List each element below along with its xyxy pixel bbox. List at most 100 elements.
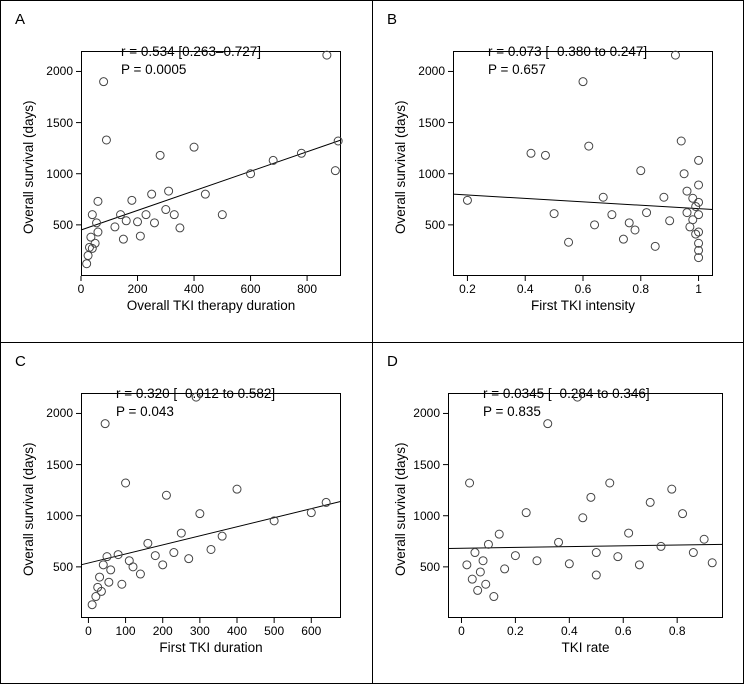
x-tick-label: 200 [123,282,153,296]
y-tick-label: 1500 [1,458,73,472]
x-tick-label: 0.2 [500,624,530,638]
x-tick-label: 800 [292,282,322,296]
data-point [468,575,476,583]
y-axis-label: Overall survival (days) [21,442,36,576]
data-point [579,514,587,522]
x-tick-label: 1 [684,282,714,296]
x-axis-label: First TKI duration [81,640,341,655]
scatter-figure: Ar = 0.534 [0.263–0.727]P = 0.0005020040… [0,0,744,684]
x-tick-label: 600 [296,624,326,638]
data-point [591,221,599,229]
data-point [201,190,209,198]
data-point [218,211,226,219]
data-point [162,206,170,214]
data-point [637,167,645,175]
y-tick-label: 2000 [373,64,445,78]
data-point [511,552,519,560]
data-point [185,555,193,563]
data-point [218,532,226,540]
data-point [331,167,339,175]
data-point [88,601,96,609]
data-point [689,549,697,557]
panel-label: B [387,11,397,28]
data-point [501,565,509,573]
y-tick-label: 2000 [373,406,440,420]
data-point [94,197,102,205]
data-point [651,242,659,250]
data-point [695,211,703,219]
data-point [482,580,490,588]
plot-svg [453,51,713,276]
y-tick-label: 1000 [1,509,73,523]
data-point [587,493,595,501]
panel-A: Ar = 0.534 [0.263–0.727]P = 0.0005020040… [1,1,373,343]
x-axis-label: TKI rate [448,640,723,655]
data-point [474,586,482,594]
data-point [84,252,92,260]
data-point [625,529,633,537]
data-point [565,560,573,568]
x-axis-label: First TKI intensity [453,298,713,313]
data-point [599,193,607,201]
data-point [573,393,581,401]
x-tick-label: 200 [148,624,178,638]
x-tick-label: 0.6 [608,624,638,638]
y-tick-label: 1500 [1,116,73,130]
data-point [579,78,587,86]
data-point [122,479,130,487]
panel-C: Cr = 0.320 [−0.012 to 0.582]P = 0.043010… [1,343,373,684]
data-point [479,557,487,565]
data-point [170,211,178,219]
y-tick-label: 500 [1,218,73,232]
y-tick-label: 500 [373,218,445,232]
data-point [608,211,616,219]
data-point [565,238,573,246]
data-point [484,540,492,548]
data-point [88,211,96,219]
plot-svg [81,51,341,276]
data-point [555,538,563,546]
data-point [159,561,167,569]
data-point [522,509,530,517]
data-point [471,549,479,557]
data-point [476,568,484,576]
data-point [100,78,108,86]
data-point [94,228,102,236]
panel-label: D [387,353,398,370]
data-point [125,557,133,565]
plot-svg [448,393,723,618]
y-tick-label: 1000 [1,167,73,181]
data-point [677,137,685,145]
regression-line [81,501,341,564]
data-point [463,561,471,569]
data-point [111,223,119,231]
data-point [550,210,558,218]
panel-B: Br = 0.073 [−0.380 to 0.247]P = 0.6570.2… [373,1,744,343]
data-point [495,530,503,538]
data-point [679,510,687,518]
data-point [136,570,144,578]
data-point [148,190,156,198]
data-point [129,563,137,571]
data-point [156,151,164,159]
data-point [527,149,535,157]
y-tick-label: 2000 [1,406,73,420]
data-point [646,498,654,506]
regression-line [453,194,713,209]
x-tick-label: 0.8 [662,624,692,638]
x-tick-label: 0 [73,624,103,638]
data-point [150,219,158,227]
data-point [192,393,200,401]
x-axis-label: Overall TKI therapy duration [81,298,341,313]
data-point [83,260,91,268]
data-point [619,235,627,243]
x-tick-label: 0.8 [626,282,656,296]
data-point [466,479,474,487]
data-point [103,553,111,561]
y-tick-label: 2000 [1,64,73,78]
data-point [142,211,150,219]
data-point [683,209,691,217]
data-point [102,136,110,144]
data-point [463,196,471,204]
x-tick-label: 0.4 [510,282,540,296]
